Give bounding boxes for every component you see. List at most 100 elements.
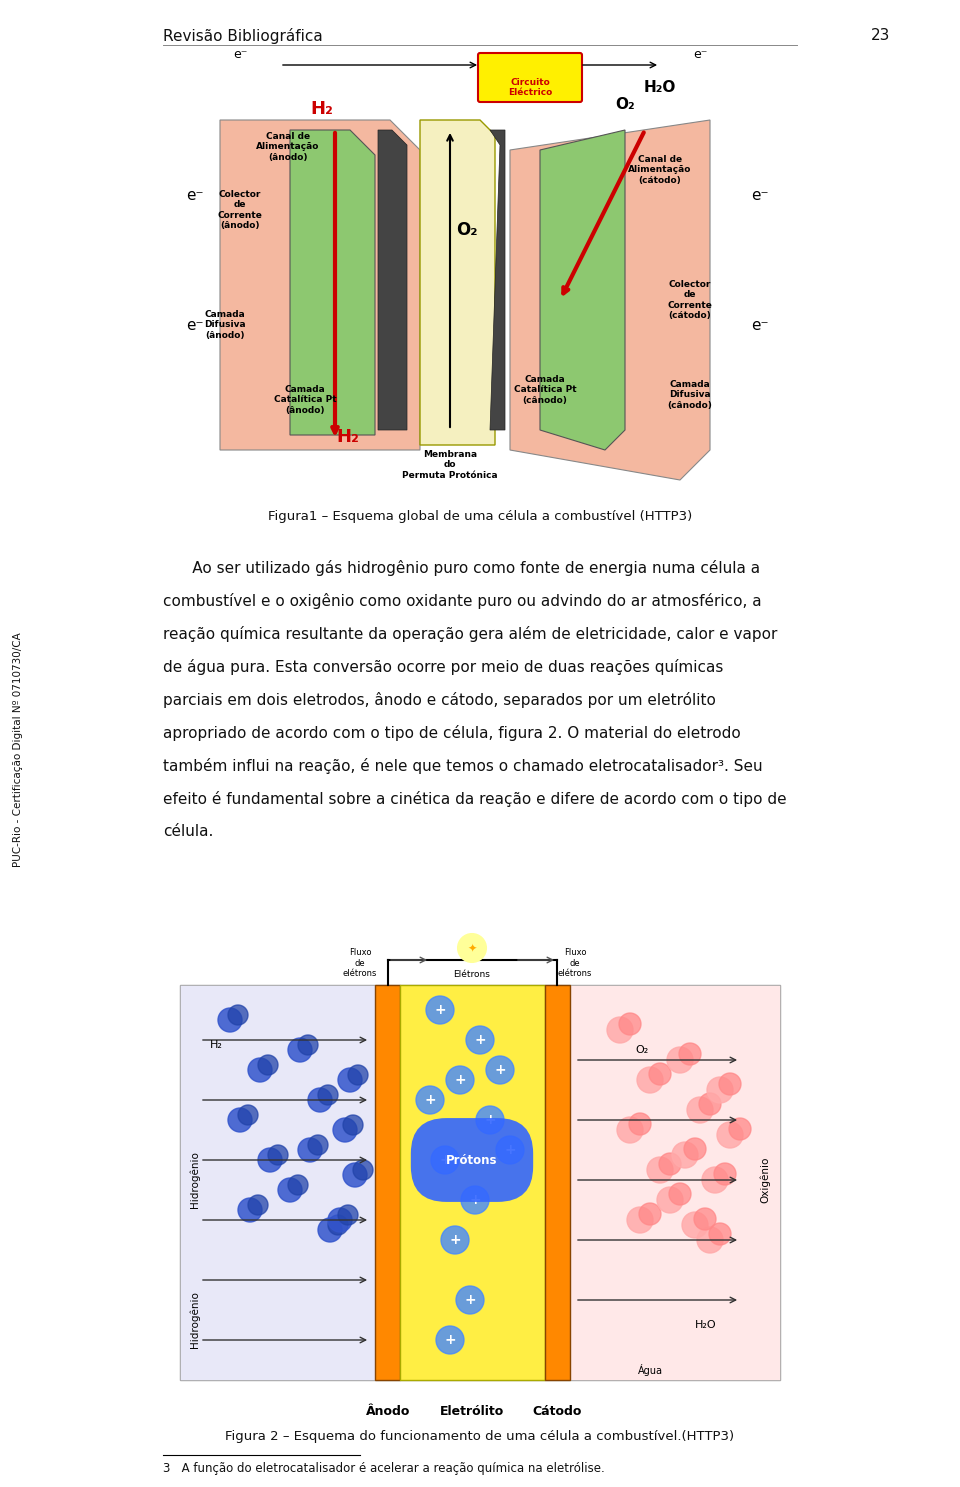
Circle shape	[461, 1187, 489, 1213]
Text: e⁻: e⁻	[752, 187, 769, 204]
Polygon shape	[540, 129, 625, 451]
Text: Membrana
do
Permuta Protónica: Membrana do Permuta Protónica	[402, 451, 498, 480]
Circle shape	[298, 1035, 318, 1054]
Circle shape	[278, 1178, 302, 1201]
Text: combustível e o oxigênio como oxidante puro ou advindo do ar atmosférico, a: combustível e o oxigênio como oxidante p…	[163, 593, 761, 610]
Polygon shape	[420, 120, 495, 445]
Circle shape	[348, 1065, 368, 1086]
Text: Figura 2 – Esquema do funcionamento de uma célula a combustível.(HTTP3): Figura 2 – Esquema do funcionamento de u…	[226, 1430, 734, 1442]
Text: +: +	[454, 1074, 466, 1087]
Circle shape	[684, 1138, 706, 1160]
Text: Ânodo: Ânodo	[366, 1405, 410, 1419]
Text: parciais em dois eletrodos, ânodo e cátodo, separados por um eletrólito: parciais em dois eletrodos, ânodo e cáto…	[163, 691, 716, 708]
Circle shape	[343, 1163, 367, 1187]
Circle shape	[328, 1215, 348, 1236]
Bar	[400, 984, 545, 1380]
Circle shape	[228, 1108, 252, 1132]
Text: +: +	[424, 1093, 436, 1106]
Circle shape	[338, 1068, 362, 1091]
Text: também influi na reação, é nele que temos o chamado eletrocatalisador³. Seu: também influi na reação, é nele que temo…	[163, 758, 762, 775]
Text: O₂: O₂	[615, 97, 635, 112]
Circle shape	[717, 1123, 743, 1148]
Circle shape	[268, 1145, 288, 1164]
Circle shape	[647, 1157, 673, 1184]
Circle shape	[441, 1225, 469, 1254]
Text: Camada
Difusiva
(ânodo): Camada Difusiva (ânodo)	[204, 309, 246, 341]
Text: +: +	[474, 1033, 486, 1047]
Circle shape	[228, 1005, 248, 1025]
Circle shape	[318, 1086, 338, 1105]
Polygon shape	[490, 129, 505, 430]
Circle shape	[248, 1196, 268, 1215]
Text: Fluxo
de
elétrons: Fluxo de elétrons	[343, 949, 377, 978]
Circle shape	[637, 1068, 663, 1093]
Text: e⁻: e⁻	[233, 48, 247, 61]
Circle shape	[714, 1163, 736, 1185]
Text: ✦: ✦	[468, 944, 477, 955]
Circle shape	[667, 1047, 693, 1074]
Text: +: +	[504, 1144, 516, 1157]
Text: de água pura. Esta conversão ocorre por meio de duas reações químicas: de água pura. Esta conversão ocorre por …	[163, 659, 724, 675]
Circle shape	[456, 1286, 484, 1315]
Circle shape	[687, 1097, 713, 1123]
Circle shape	[343, 1115, 363, 1135]
Text: Canal de
Alimentação
(ânodo): Canal de Alimentação (ânodo)	[256, 132, 320, 162]
Circle shape	[476, 1106, 504, 1135]
Circle shape	[709, 1222, 731, 1245]
Circle shape	[238, 1105, 258, 1126]
Circle shape	[707, 1077, 733, 1103]
Circle shape	[288, 1175, 308, 1196]
Circle shape	[431, 1146, 459, 1175]
Text: 3   A função do eletrocatalisador é acelerar a reação química na eletrólise.: 3 A função do eletrocatalisador é aceler…	[163, 1462, 605, 1475]
Circle shape	[697, 1227, 723, 1254]
Circle shape	[657, 1187, 683, 1213]
Text: +: +	[434, 1004, 445, 1017]
Text: +: +	[494, 1063, 506, 1077]
Text: Circuito
Eléctrico: Circuito Eléctrico	[508, 77, 552, 98]
Text: Camada
Difusiva
(cânodo): Camada Difusiva (cânodo)	[667, 381, 712, 410]
Circle shape	[298, 1138, 322, 1161]
Text: H₂: H₂	[337, 428, 359, 446]
Text: Oxigênio: Oxigênio	[759, 1157, 770, 1203]
Text: reação química resultante da operação gera além de eletricidade, calor e vapor: reação química resultante da operação ge…	[163, 626, 778, 642]
Circle shape	[629, 1112, 651, 1135]
Text: Eletrólito: Eletrólito	[440, 1405, 504, 1419]
Text: Água: Água	[637, 1364, 662, 1375]
Circle shape	[702, 1167, 728, 1193]
Text: e⁻: e⁻	[186, 187, 204, 204]
Circle shape	[672, 1142, 698, 1167]
Circle shape	[288, 1038, 312, 1062]
FancyBboxPatch shape	[478, 54, 582, 103]
Circle shape	[333, 1118, 357, 1142]
Circle shape	[308, 1135, 328, 1155]
Circle shape	[607, 1017, 633, 1042]
Text: Prótons: Prótons	[446, 1154, 497, 1166]
Circle shape	[496, 1136, 524, 1164]
Circle shape	[248, 1057, 272, 1083]
Circle shape	[416, 1086, 444, 1114]
Circle shape	[338, 1204, 358, 1225]
Text: célula.: célula.	[163, 824, 213, 839]
Text: apropriado de acordo com o tipo de célula, figura 2. O material do eletrodo: apropriado de acordo com o tipo de célul…	[163, 726, 741, 741]
Text: Camada
Catalítica Pt
(cânodo): Camada Catalítica Pt (cânodo)	[514, 375, 576, 404]
Text: O₂: O₂	[635, 1045, 648, 1054]
Bar	[180, 984, 780, 1380]
Text: e⁻: e⁻	[693, 48, 708, 61]
Text: Elétrons: Elétrons	[453, 970, 491, 978]
Circle shape	[639, 1203, 661, 1225]
Text: PUC-Rio - Certificação Digital Nº 0710730/CA: PUC-Rio - Certificação Digital Nº 071073…	[13, 632, 23, 867]
Text: Canal de
Alimentação
(cátodo): Canal de Alimentação (cátodo)	[628, 155, 692, 184]
Circle shape	[659, 1152, 681, 1175]
Circle shape	[436, 1326, 464, 1355]
Circle shape	[729, 1118, 751, 1141]
Text: Hidrogênio: Hidrogênio	[190, 1151, 201, 1209]
Text: +: +	[439, 1152, 451, 1167]
Circle shape	[353, 1160, 373, 1181]
Circle shape	[486, 1056, 514, 1084]
Circle shape	[669, 1184, 691, 1204]
Text: Cátodo: Cátodo	[532, 1405, 582, 1419]
Text: Colector
de
Corrente
(cátodo): Colector de Corrente (cátodo)	[667, 280, 712, 320]
Circle shape	[218, 1008, 242, 1032]
Circle shape	[466, 1026, 494, 1054]
Bar	[545, 984, 570, 1380]
